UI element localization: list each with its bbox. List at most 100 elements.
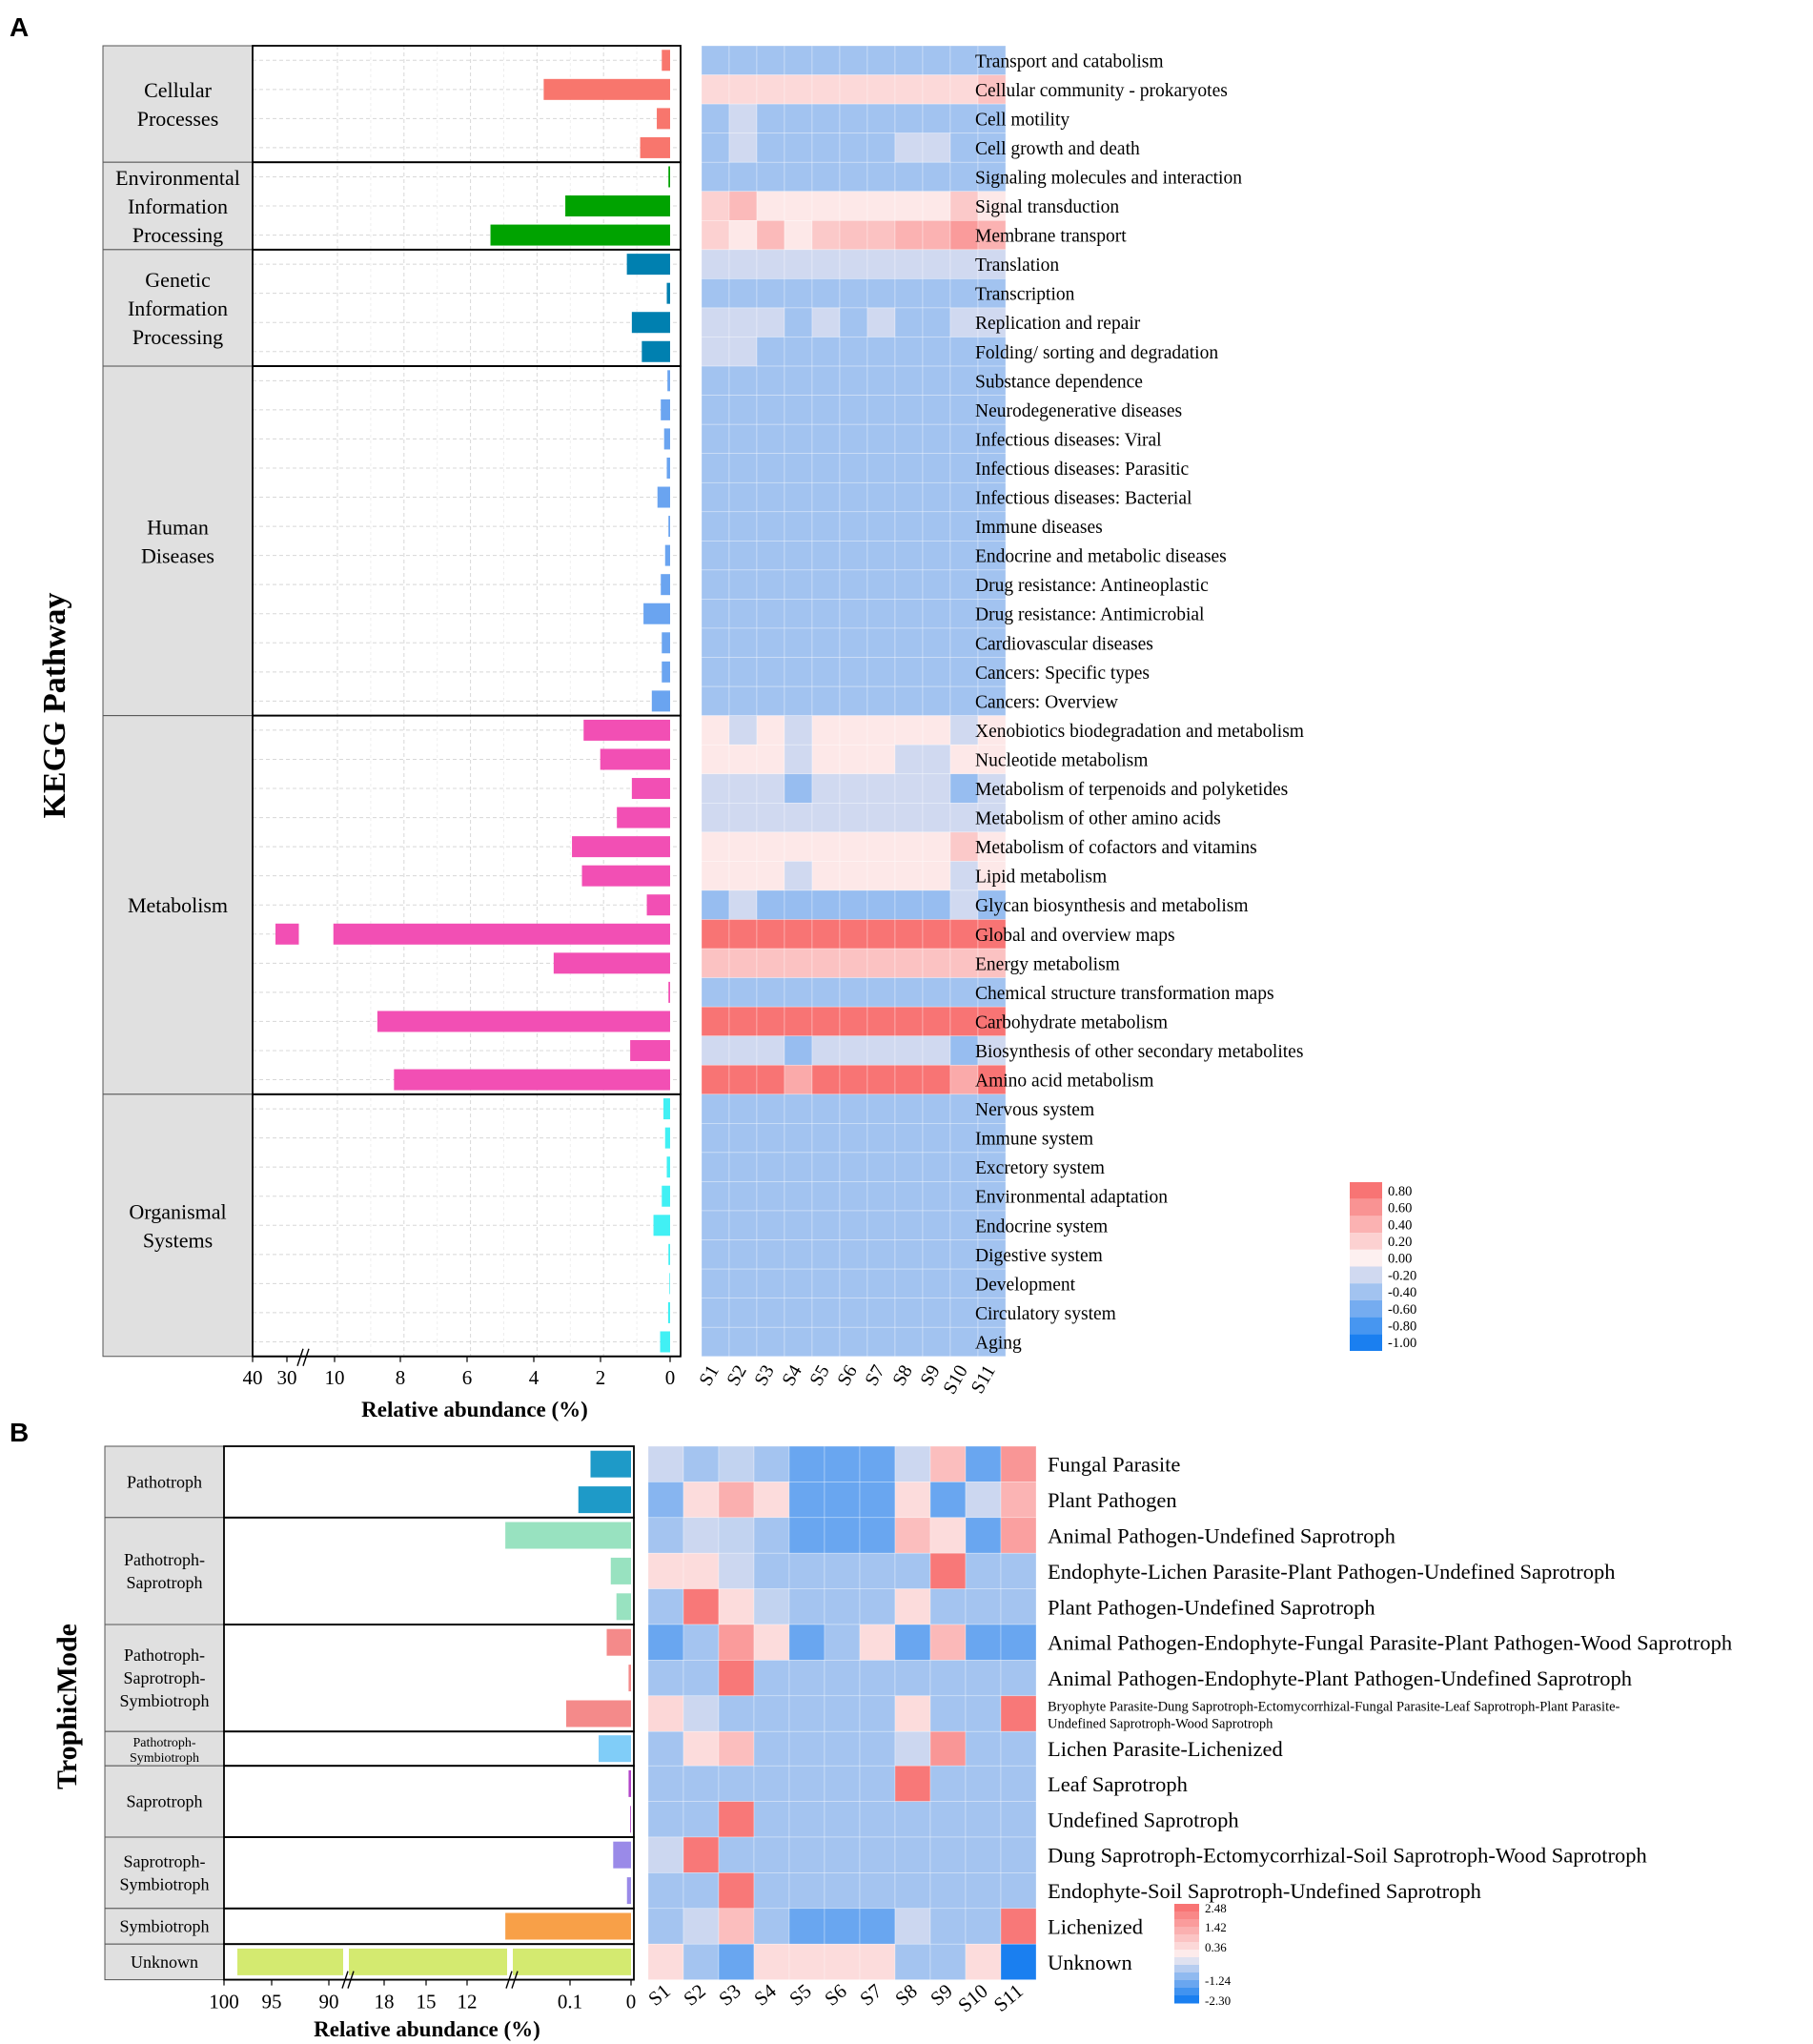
heatmap-cell bbox=[894, 831, 924, 862]
heatmap-cell bbox=[839, 511, 868, 542]
heatmap-cell bbox=[949, 191, 979, 221]
heatmap-cell bbox=[682, 1588, 720, 1625]
legend-swatch bbox=[1174, 1919, 1199, 1928]
heatmap-cell bbox=[701, 773, 730, 804]
heatmap-cell bbox=[756, 161, 785, 193]
heatmap-cell bbox=[756, 948, 785, 978]
heatmap-cell bbox=[977, 511, 1007, 542]
heatmap-cell bbox=[682, 1660, 720, 1697]
axis-break-mark bbox=[511, 1971, 519, 1989]
heatmap-cell bbox=[894, 307, 924, 337]
legend-tick-label: -0.40 bbox=[1388, 1285, 1416, 1300]
bar bbox=[660, 1331, 670, 1353]
heatmap-cell bbox=[965, 1836, 1002, 1873]
heatmap-cell bbox=[949, 744, 979, 775]
heatmap-cell bbox=[839, 1064, 868, 1095]
bar bbox=[661, 574, 670, 596]
heatmap-cell bbox=[866, 1326, 896, 1358]
heatmap-cell bbox=[866, 569, 896, 600]
heatmap-cell bbox=[894, 1482, 931, 1519]
legend-swatch bbox=[1350, 1198, 1382, 1216]
heatmap-cell bbox=[839, 161, 868, 193]
heatmap-cell bbox=[866, 220, 896, 251]
heatmap-cell bbox=[949, 948, 979, 978]
heatmap-cell bbox=[949, 1210, 979, 1240]
heatmap-cell bbox=[949, 307, 979, 337]
heatmap-cell bbox=[824, 1482, 861, 1519]
heatmap-cell bbox=[977, 453, 1007, 483]
heatmap-cell bbox=[753, 1943, 790, 1980]
pathway-label: Drug resistance: Antineoplastic bbox=[975, 576, 1209, 596]
sample-label: S7 bbox=[861, 1361, 889, 1389]
bar bbox=[642, 340, 670, 362]
heatmap-cell bbox=[718, 1872, 755, 1910]
heatmap-cell bbox=[866, 1181, 896, 1212]
heatmap-cell bbox=[1000, 1517, 1037, 1554]
heatmap-cell bbox=[701, 831, 730, 862]
legend-swatch bbox=[1350, 1299, 1382, 1318]
heatmap-cell bbox=[949, 627, 979, 658]
group-frame bbox=[223, 1765, 635, 1838]
heatmap-cell bbox=[839, 627, 868, 658]
heatmap-cell bbox=[894, 220, 924, 251]
heatmap-cell bbox=[977, 307, 1007, 337]
heatmap-cell bbox=[784, 249, 813, 279]
legend-tick-label: 0.60 bbox=[1388, 1201, 1412, 1216]
heatmap-cell bbox=[949, 103, 979, 133]
heatmap-cell bbox=[866, 773, 896, 804]
heatmap-cell bbox=[839, 365, 868, 396]
bar bbox=[566, 1700, 631, 1727]
heatmap-cell bbox=[784, 278, 813, 309]
bar bbox=[565, 195, 670, 217]
heatmap-cell bbox=[728, 249, 758, 279]
heatmap-cell bbox=[756, 365, 785, 396]
heatmap-cell bbox=[922, 1006, 951, 1037]
guild-label: Plant Pathogen-Undefined Saprotroph bbox=[1048, 1595, 1375, 1619]
heatmap-cell bbox=[753, 1624, 790, 1661]
heatmap-cell bbox=[728, 453, 758, 483]
legend-swatch bbox=[1350, 1266, 1382, 1284]
category-label: Symbiotroph bbox=[119, 1691, 209, 1710]
heatmap-cell bbox=[824, 1660, 861, 1697]
heatmap-cell bbox=[1000, 1908, 1037, 1945]
bar bbox=[662, 50, 670, 72]
bar bbox=[631, 778, 670, 800]
heatmap-cell bbox=[784, 1006, 813, 1037]
heatmap-cell bbox=[788, 1836, 825, 1873]
sample-label: S10 bbox=[939, 1361, 972, 1398]
heatmap-cell bbox=[728, 715, 758, 746]
sample-label: S2 bbox=[723, 1361, 751, 1389]
heatmap-cell bbox=[949, 773, 979, 804]
heatmap-cell bbox=[894, 1268, 924, 1298]
heatmap-cell bbox=[922, 685, 951, 716]
heatmap-cell bbox=[839, 773, 868, 804]
legend-swatch bbox=[1174, 1950, 1199, 1958]
bar bbox=[662, 1185, 670, 1207]
legend-swatch bbox=[1174, 1965, 1199, 1973]
heatmap-cell bbox=[949, 1239, 979, 1270]
heatmap-cell bbox=[728, 1064, 758, 1095]
heatmap-cell bbox=[788, 1482, 825, 1519]
heatmap-cell bbox=[647, 1482, 684, 1519]
heatmap-cell bbox=[824, 1624, 861, 1661]
heatmap-cell bbox=[965, 1765, 1002, 1802]
heatmap-cell bbox=[718, 1908, 755, 1945]
heatmap-cell bbox=[756, 744, 785, 775]
legend-swatch bbox=[1174, 1995, 1199, 2004]
heatmap-cell bbox=[922, 1152, 951, 1182]
heatmap-cell bbox=[839, 103, 868, 133]
heatmap-cell bbox=[839, 481, 868, 513]
heatmap-cell bbox=[824, 1872, 861, 1910]
heatmap-cell bbox=[922, 481, 951, 513]
heatmap-cell bbox=[811, 74, 841, 105]
heatmap-cell bbox=[756, 1064, 785, 1095]
heatmap-cell bbox=[811, 1064, 841, 1095]
heatmap-cell bbox=[811, 133, 841, 163]
heatmap-cell bbox=[788, 1624, 825, 1661]
heatmap-cell bbox=[965, 1660, 1002, 1697]
heatmap-cell bbox=[811, 220, 841, 251]
pathway-label: Transcription bbox=[975, 285, 1075, 305]
category-label: Symbiotroph bbox=[119, 1917, 209, 1936]
heatmap-cell bbox=[701, 541, 730, 571]
heatmap-cell bbox=[894, 395, 924, 425]
